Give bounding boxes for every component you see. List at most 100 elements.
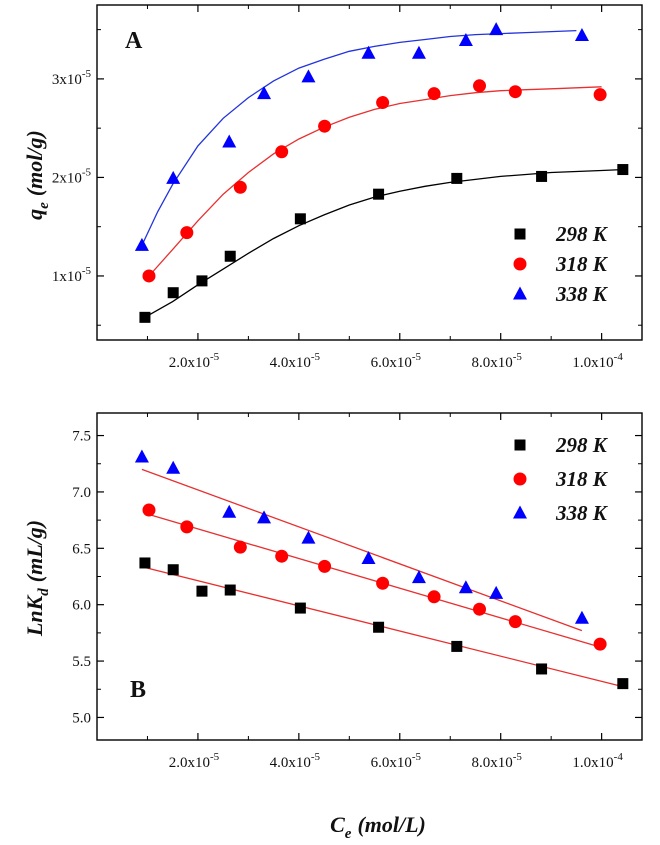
data-point-338k xyxy=(458,32,473,46)
legend-label: 318 K xyxy=(555,467,609,491)
data-point-298k xyxy=(224,584,236,596)
data-point-298k xyxy=(617,678,629,690)
data-point-338k xyxy=(301,530,316,544)
x-tick-label: 2.0x10-5 xyxy=(169,751,220,771)
legend-label: 298 K xyxy=(555,433,609,457)
data-point-318k xyxy=(427,590,441,604)
data-point-338k xyxy=(574,610,589,624)
x-tick-label: 1.0x10-4 xyxy=(572,351,623,371)
x-tick-label: 6.0x10-5 xyxy=(371,751,422,771)
data-point-318k xyxy=(318,559,332,573)
data-point-298k xyxy=(139,557,151,569)
data-point-318k xyxy=(318,119,332,133)
data-point-338k xyxy=(166,460,181,474)
data-point-298k xyxy=(167,564,179,576)
y-tick-label: 7.0 xyxy=(72,485,91,501)
y-tick-label: 5.5 xyxy=(72,654,91,670)
data-point-298k xyxy=(536,170,548,182)
legend-marker-298k xyxy=(514,228,526,240)
y-tick-label: 6.0 xyxy=(72,598,91,614)
y-tick-label: 1x10-5 xyxy=(52,265,92,285)
data-point-338k xyxy=(222,134,237,148)
legend-label: 318 K xyxy=(555,252,609,276)
data-point-318k xyxy=(376,576,390,590)
data-point-318k xyxy=(508,615,522,629)
data-point-318k xyxy=(473,79,487,93)
data-point-298k xyxy=(536,663,548,675)
data-point-298k xyxy=(196,585,208,597)
y-tick-label: 5.0 xyxy=(72,710,91,726)
data-point-298k xyxy=(294,602,306,614)
data-point-338k xyxy=(411,45,426,59)
x-tick-label: 8.0x10-5 xyxy=(471,751,522,771)
panel-a-label: A xyxy=(125,28,143,54)
data-point-298k xyxy=(373,621,385,633)
data-point-318k xyxy=(427,87,441,101)
y-tick-label: 6.5 xyxy=(72,541,91,557)
panel-a-ylabel: qe(mol/g) xyxy=(22,130,52,220)
data-point-318k xyxy=(593,637,607,651)
x-tick-label: 4.0x10-5 xyxy=(270,751,321,771)
y-tick-label: 7.5 xyxy=(72,429,91,445)
data-point-338k xyxy=(489,22,504,36)
data-point-318k xyxy=(275,549,289,563)
data-point-298k xyxy=(196,275,208,287)
data-point-318k xyxy=(275,145,289,159)
data-point-318k xyxy=(233,180,247,194)
fit-line-338k xyxy=(141,468,583,632)
data-point-298k xyxy=(167,287,179,299)
legend-marker-338k xyxy=(513,505,527,519)
data-point-338k xyxy=(361,550,376,564)
data-point-338k xyxy=(222,504,237,518)
data-point-318k xyxy=(376,96,390,110)
data-point-338k xyxy=(574,28,589,42)
data-point-318k xyxy=(473,602,487,616)
fit-line-298k xyxy=(144,168,625,318)
data-point-298k xyxy=(373,188,385,200)
x-tick-label: 1.0x10-4 xyxy=(572,751,623,771)
panel-a: 2.0x10-5 4.0x10-5 6.0x10-5 8.0x10-5 1.0x10-4… xyxy=(52,5,642,371)
data-point-338k xyxy=(361,45,376,59)
panel-a-frame xyxy=(96,4,643,341)
data-point-298k xyxy=(294,213,306,225)
data-point-338k xyxy=(134,449,149,463)
data-point-298k xyxy=(139,311,151,323)
panel-b-ylabel: LnKd(mL/g) xyxy=(22,520,52,637)
data-point-318k xyxy=(593,88,607,102)
data-point-318k xyxy=(233,540,247,554)
data-point-318k xyxy=(180,226,194,240)
x-tick-label: 2.0x10-5 xyxy=(169,351,220,371)
data-point-338k xyxy=(458,580,473,594)
legend-marker-338k xyxy=(513,286,527,300)
panel-b-label: B xyxy=(130,677,146,703)
data-point-338k xyxy=(411,570,426,584)
data-point-338k xyxy=(166,170,181,184)
fit-line-318k xyxy=(148,513,602,649)
legend-marker-318k xyxy=(513,472,527,486)
data-point-298k xyxy=(617,164,629,176)
data-point-298k xyxy=(451,172,463,184)
legend-marker-318k xyxy=(513,257,527,271)
x-tick-label: 8.0x10-5 xyxy=(471,351,522,371)
x-axis-title: Ce (mol/L) xyxy=(330,812,426,842)
legend-label: 338 K xyxy=(555,282,609,306)
y-tick-label: 3x10-5 xyxy=(52,68,92,88)
data-point-338k xyxy=(489,585,504,599)
data-point-318k xyxy=(142,269,156,283)
legend-marker-298k xyxy=(514,439,526,451)
x-tick-label: 4.0x10-5 xyxy=(270,351,321,371)
data-point-318k xyxy=(508,85,522,99)
x-tick-label: 6.0x10-5 xyxy=(371,351,422,371)
fit-line-318k xyxy=(148,86,602,277)
data-point-318k xyxy=(180,520,194,534)
legend-label: 338 K xyxy=(555,501,609,525)
fit-line-338k xyxy=(141,29,577,246)
data-point-338k xyxy=(301,69,316,83)
data-point-298k xyxy=(224,250,236,262)
y-tick-label: 2x10-5 xyxy=(52,166,92,186)
panel-b: 2.0x10-5 4.0x10-5 6.0x10-5 8.0x10-5 1.0x10-4… xyxy=(72,413,642,771)
data-point-338k xyxy=(257,86,272,100)
data-point-338k xyxy=(257,510,272,524)
data-point-338k xyxy=(134,237,149,251)
data-point-298k xyxy=(451,640,463,652)
